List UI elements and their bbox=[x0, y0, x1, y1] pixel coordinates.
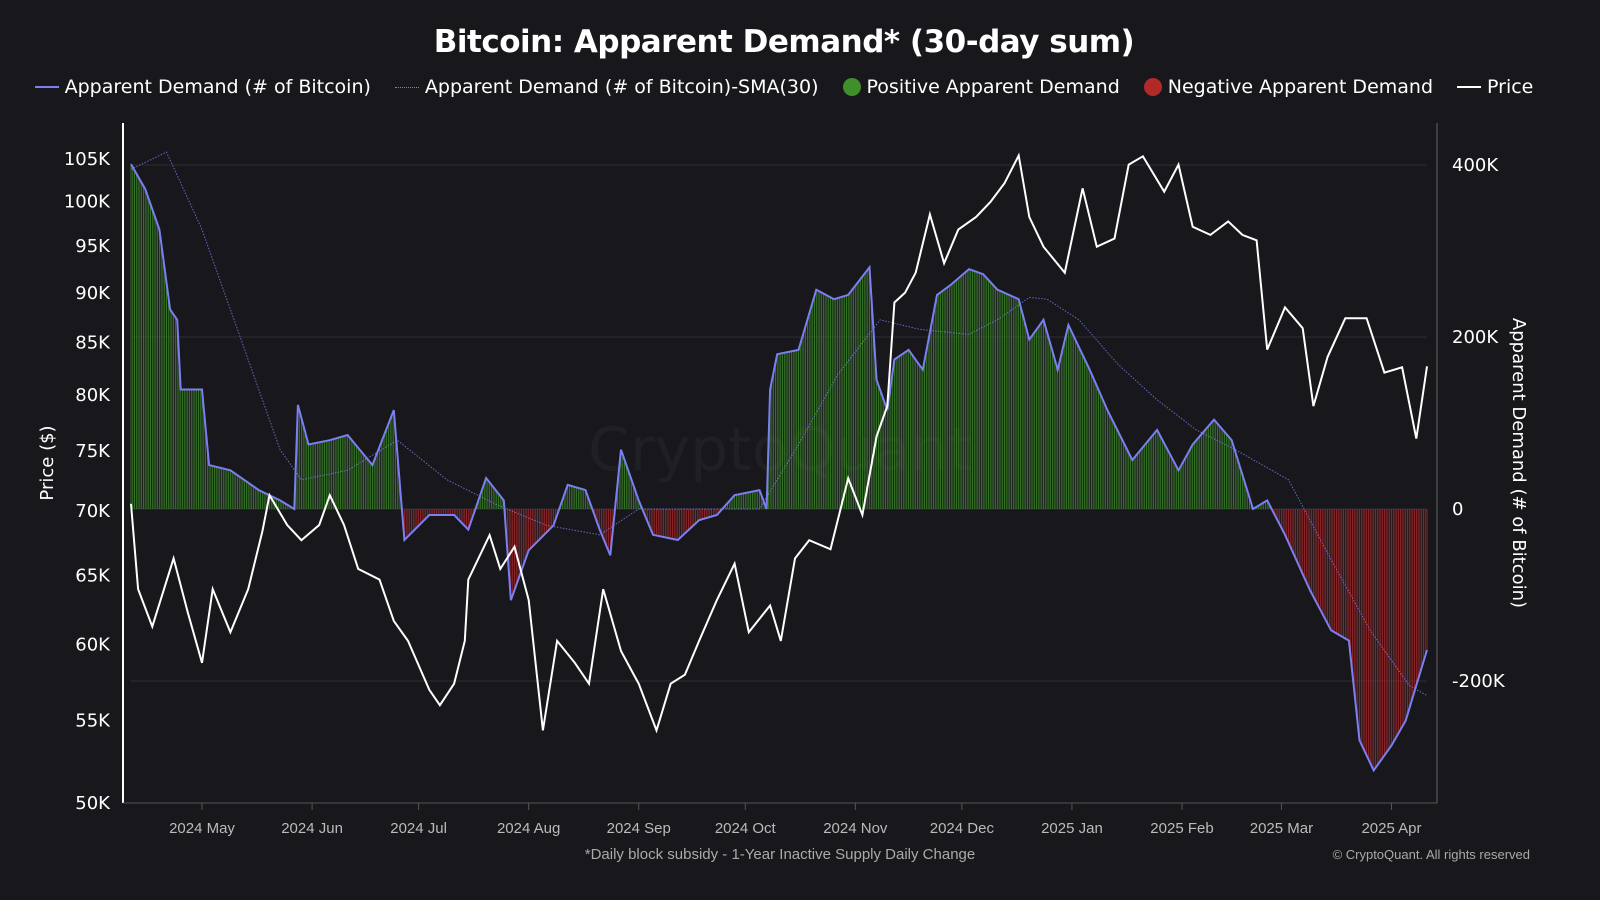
left-tick-label: 50K bbox=[75, 793, 111, 814]
x-tick-label: 2024 Sep bbox=[607, 820, 671, 837]
left-tick-label: 105K bbox=[64, 149, 111, 170]
left-tick-label: 60K bbox=[75, 635, 111, 656]
green-circle-icon bbox=[842, 78, 861, 96]
footnote: *Daily block subsidy - 1-Year Inactive S… bbox=[584, 846, 976, 863]
chart-title: Bitcoin: Apparent Demand* (30-day sum) bbox=[433, 24, 1135, 60]
left-tick-label: 90K bbox=[75, 283, 111, 304]
right-tick-label: 400K bbox=[1452, 155, 1499, 176]
left-tick-label: 80K bbox=[75, 385, 111, 406]
legend-item-negative[interactable]: Negative Apparent Demand bbox=[1143, 76, 1434, 98]
left-tick-label: 65K bbox=[75, 565, 111, 586]
red-circle-icon bbox=[1143, 78, 1162, 96]
left-tick-label: 75K bbox=[75, 441, 111, 462]
x-tick-label: 2024 Dec bbox=[930, 820, 995, 837]
left-tick-label: 55K bbox=[75, 710, 111, 731]
left-axis-title: Price ($) bbox=[37, 425, 58, 500]
x-tick-label: 2025 Apr bbox=[1361, 820, 1421, 837]
x-tick-label: 2024 Jul bbox=[390, 820, 447, 837]
right-axis-title: Apparent Demand (# of Bitcoin) bbox=[1508, 318, 1529, 608]
x-tick-label: 2025 Feb bbox=[1150, 820, 1213, 837]
sma-line bbox=[130, 151, 1428, 697]
line-swatch-icon bbox=[34, 86, 59, 88]
legend-label: Apparent Demand (# of Bitcoin) bbox=[64, 76, 371, 98]
legend-label: Price bbox=[1487, 76, 1534, 98]
price-line bbox=[130, 152, 1428, 734]
x-tick-label: 2024 May bbox=[169, 820, 235, 837]
left-tick-label: 85K bbox=[75, 332, 111, 353]
watermark: CryptoQuant bbox=[588, 415, 972, 485]
right-tick-label: 0 bbox=[1452, 499, 1463, 520]
apparent-demand-line bbox=[130, 163, 1428, 773]
legend-item-positive[interactable]: Positive Apparent Demand bbox=[842, 76, 1120, 98]
dotted-line-swatch-icon bbox=[394, 86, 419, 88]
copyright: © CryptoQuant. All rights reserved bbox=[1332, 847, 1530, 862]
legend-item-demand[interactable]: Apparent Demand (# of Bitcoin) bbox=[34, 76, 371, 98]
white-line-swatch-icon bbox=[1457, 86, 1482, 88]
left-tick-label: 95K bbox=[75, 236, 111, 257]
left-tick-label: 100K bbox=[64, 191, 111, 212]
x-tick-label: 2024 Jun bbox=[281, 820, 343, 837]
x-tick-label: 2024 Nov bbox=[823, 820, 888, 837]
x-tick-label: 2024 Aug bbox=[497, 820, 560, 837]
legend-label: Positive Apparent Demand bbox=[866, 76, 1120, 98]
left-tick-label: 70K bbox=[75, 501, 111, 522]
right-tick-label: 200K bbox=[1452, 327, 1499, 348]
x-tick-label: 2025 Jan bbox=[1041, 820, 1103, 837]
right-tick-label: -200K bbox=[1452, 671, 1506, 692]
legend-label: Negative Apparent Demand bbox=[1167, 76, 1434, 98]
legend: Apparent Demand (# of Bitcoin) Apparent … bbox=[0, 76, 1568, 98]
legend-label: Apparent Demand (# of Bitcoin)-SMA(30) bbox=[424, 76, 819, 98]
legend-item-price[interactable]: Price bbox=[1457, 76, 1533, 98]
legend-item-sma[interactable]: Apparent Demand (# of Bitcoin)-SMA(30) bbox=[394, 76, 819, 98]
x-tick-label: 2024 Oct bbox=[715, 820, 777, 837]
x-tick-label: 2025 Mar bbox=[1250, 820, 1313, 837]
